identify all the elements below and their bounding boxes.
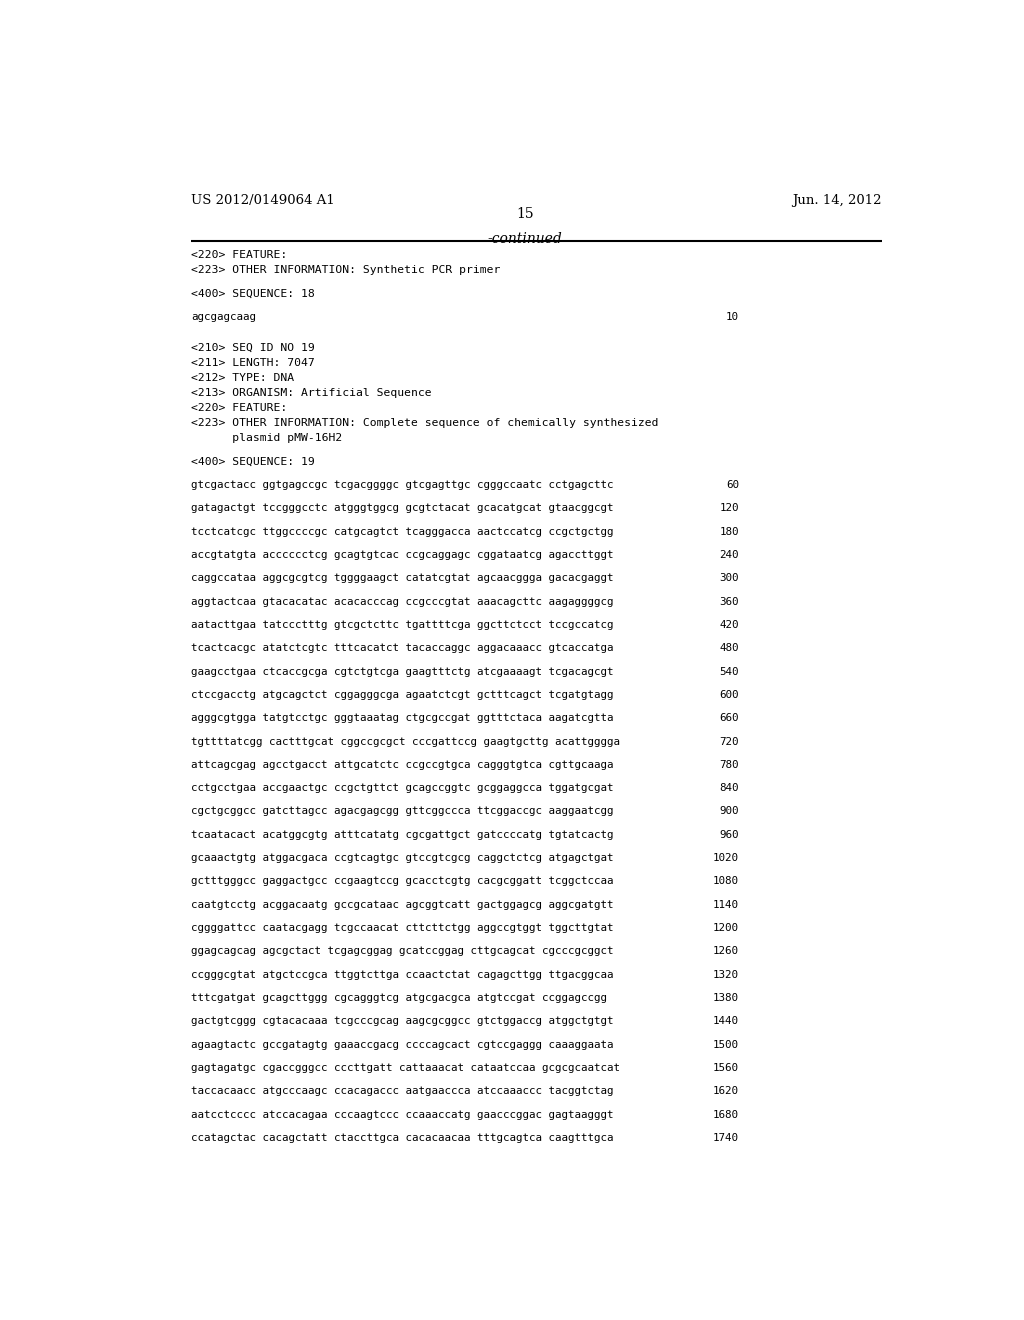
Text: 180: 180 bbox=[720, 527, 739, 537]
Text: <400> SEQUENCE: 19: <400> SEQUENCE: 19 bbox=[191, 457, 315, 467]
Text: 15: 15 bbox=[516, 207, 534, 222]
Text: tgttttatcgg cactttgcat cggccgcgct cccgattccg gaagtgcttg acattgggga: tgttttatcgg cactttgcat cggccgcgct cccgat… bbox=[191, 737, 621, 747]
Text: gatagactgt tccgggcctc atgggtggcg gcgtctacat gcacatgcat gtaacggcgt: gatagactgt tccgggcctc atgggtggcg gcgtcta… bbox=[191, 503, 614, 513]
Text: caatgtcctg acggacaatg gccgcataac agcggtcatt gactggagcg aggcgatgtt: caatgtcctg acggacaatg gccgcataac agcggtc… bbox=[191, 900, 614, 909]
Text: ccgggcgtat atgctccgca ttggtcttga ccaactctat cagagcttgg ttgacggcaa: ccgggcgtat atgctccgca ttggtcttga ccaactc… bbox=[191, 970, 614, 979]
Text: 240: 240 bbox=[720, 550, 739, 560]
Text: caggccataa aggcgcgtcg tggggaagct catatcgtat agcaacggga gacacgaggt: caggccataa aggcgcgtcg tggggaagct catatcg… bbox=[191, 573, 614, 583]
Text: taccacaacc atgcccaagc ccacagaccc aatgaaccca atccaaaccc tacggtctag: taccacaacc atgcccaagc ccacagaccc aatgaac… bbox=[191, 1086, 614, 1096]
Text: 360: 360 bbox=[720, 597, 739, 607]
Text: 1680: 1680 bbox=[713, 1110, 739, 1119]
Text: 1380: 1380 bbox=[713, 993, 739, 1003]
Text: tcctcatcgc ttggccccgc catgcagtct tcagggacca aactccatcg ccgctgctgg: tcctcatcgc ttggccccgc catgcagtct tcaggga… bbox=[191, 527, 614, 537]
Text: agcgagcaag: agcgagcaag bbox=[191, 312, 256, 322]
Text: <220> FEATURE:: <220> FEATURE: bbox=[191, 249, 288, 260]
Text: ccatagctac cacagctatt ctaccttgca cacacaacaa tttgcagtca caagtttgca: ccatagctac cacagctatt ctaccttgca cacacaa… bbox=[191, 1133, 614, 1143]
Text: <212> TYPE: DNA: <212> TYPE: DNA bbox=[191, 374, 295, 383]
Text: 1020: 1020 bbox=[713, 853, 739, 863]
Text: 300: 300 bbox=[720, 573, 739, 583]
Text: aatacttgaa tatccctttg gtcgctcttc tgattttcga ggcttctcct tccgccatcg: aatacttgaa tatccctttg gtcgctcttc tgatttt… bbox=[191, 620, 614, 630]
Text: aggtactcaa gtacacatac acacacccag ccgcccgtat aaacagcttc aagaggggcg: aggtactcaa gtacacatac acacacccag ccgcccg… bbox=[191, 597, 614, 607]
Text: agggcgtgga tatgtcctgc gggtaaatag ctgcgccgat ggtttctaca aagatcgtta: agggcgtgga tatgtcctgc gggtaaatag ctgcgcc… bbox=[191, 713, 614, 723]
Text: Jun. 14, 2012: Jun. 14, 2012 bbox=[793, 194, 882, 207]
Text: aatcctcccc atccacagaa cccaagtccc ccaaaccatg gaacccggac gagtaagggt: aatcctcccc atccacagaa cccaagtccc ccaaacc… bbox=[191, 1110, 614, 1119]
Text: ctccgacctg atgcagctct cggagggcga agaatctcgt gctttcagct tcgatgtagg: ctccgacctg atgcagctct cggagggcga agaatct… bbox=[191, 690, 614, 700]
Text: gctttgggcc gaggactgcc ccgaagtccg gcacctcgtg cacgcggatt tcggctccaa: gctttgggcc gaggactgcc ccgaagtccg gcacctc… bbox=[191, 876, 614, 887]
Text: 1560: 1560 bbox=[713, 1063, 739, 1073]
Text: 1260: 1260 bbox=[713, 946, 739, 957]
Text: attcagcgag agcctgacct attgcatctc ccgccgtgca cagggtgtca cgttgcaaga: attcagcgag agcctgacct attgcatctc ccgccgt… bbox=[191, 760, 614, 770]
Text: 540: 540 bbox=[720, 667, 739, 677]
Text: <213> ORGANISM: Artificial Sequence: <213> ORGANISM: Artificial Sequence bbox=[191, 388, 432, 399]
Text: 660: 660 bbox=[720, 713, 739, 723]
Text: <400> SEQUENCE: 18: <400> SEQUENCE: 18 bbox=[191, 288, 315, 298]
Text: 10: 10 bbox=[726, 312, 739, 322]
Text: <223> OTHER INFORMATION: Complete sequence of chemically synthesized: <223> OTHER INFORMATION: Complete sequen… bbox=[191, 418, 659, 429]
Text: tcactcacgc atatctcgtc tttcacatct tacaccaggc aggacaaacc gtcaccatga: tcactcacgc atatctcgtc tttcacatct tacacca… bbox=[191, 643, 614, 653]
Text: 840: 840 bbox=[720, 783, 739, 793]
Text: 1740: 1740 bbox=[713, 1133, 739, 1143]
Text: gtcgactacc ggtgagccgc tcgacggggc gtcgagttgc cgggccaatc cctgagcttc: gtcgactacc ggtgagccgc tcgacggggc gtcgagt… bbox=[191, 480, 614, 490]
Text: 600: 600 bbox=[720, 690, 739, 700]
Text: agaagtactc gccgatagtg gaaaccgacg ccccagcact cgtccgaggg caaaggaata: agaagtactc gccgatagtg gaaaccgacg ccccagc… bbox=[191, 1040, 614, 1049]
Text: 1440: 1440 bbox=[713, 1016, 739, 1027]
Text: 720: 720 bbox=[720, 737, 739, 747]
Text: US 2012/0149064 A1: US 2012/0149064 A1 bbox=[191, 194, 335, 207]
Text: 960: 960 bbox=[720, 830, 739, 840]
Text: gaagcctgaa ctcaccgcga cgtctgtcga gaagtttctg atcgaaaagt tcgacagcgt: gaagcctgaa ctcaccgcga cgtctgtcga gaagttt… bbox=[191, 667, 614, 677]
Text: cggggattcc caatacgagg tcgccaacat cttcttctgg aggccgtggt tggcttgtat: cggggattcc caatacgagg tcgccaacat cttcttc… bbox=[191, 923, 614, 933]
Text: cgctgcggcc gatcttagcc agacgagcgg gttcggccca ttcggaccgc aaggaatcgg: cgctgcggcc gatcttagcc agacgagcgg gttcggc… bbox=[191, 807, 614, 817]
Text: 1200: 1200 bbox=[713, 923, 739, 933]
Text: <223> OTHER INFORMATION: Synthetic PCR primer: <223> OTHER INFORMATION: Synthetic PCR p… bbox=[191, 265, 501, 275]
Text: 120: 120 bbox=[720, 503, 739, 513]
Text: 1080: 1080 bbox=[713, 876, 739, 887]
Text: 1500: 1500 bbox=[713, 1040, 739, 1049]
Text: 1620: 1620 bbox=[713, 1086, 739, 1096]
Text: 780: 780 bbox=[720, 760, 739, 770]
Text: 1320: 1320 bbox=[713, 970, 739, 979]
Text: cctgcctgaa accgaactgc ccgctgttct gcagccggtc gcggaggcca tggatgcgat: cctgcctgaa accgaactgc ccgctgttct gcagccg… bbox=[191, 783, 614, 793]
Text: accgtatgta acccccctcg gcagtgtcac ccgcaggagc cggataatcg agaccttggt: accgtatgta acccccctcg gcagtgtcac ccgcagg… bbox=[191, 550, 614, 560]
Text: tcaatacact acatggcgtg atttcatatg cgcgattgct gatccccatg tgtatcactg: tcaatacact acatggcgtg atttcatatg cgcgatt… bbox=[191, 830, 614, 840]
Text: 900: 900 bbox=[720, 807, 739, 817]
Text: 60: 60 bbox=[726, 480, 739, 490]
Text: <211> LENGTH: 7047: <211> LENGTH: 7047 bbox=[191, 358, 315, 368]
Text: gagtagatgc cgaccgggcc cccttgatt cattaaacat cataatccaa gcgcgcaatcat: gagtagatgc cgaccgggcc cccttgatt cattaaac… bbox=[191, 1063, 621, 1073]
Text: tttcgatgat gcagcttggg cgcagggtcg atgcgacgca atgtccgat ccggagccgg: tttcgatgat gcagcttggg cgcagggtcg atgcgac… bbox=[191, 993, 607, 1003]
Text: -continued: -continued bbox=[487, 231, 562, 246]
Text: 480: 480 bbox=[720, 643, 739, 653]
Text: 1140: 1140 bbox=[713, 900, 739, 909]
Text: gcaaactgtg atggacgaca ccgtcagtgc gtccgtcgcg caggctctcg atgagctgat: gcaaactgtg atggacgaca ccgtcagtgc gtccgtc… bbox=[191, 853, 614, 863]
Text: 420: 420 bbox=[720, 620, 739, 630]
Text: plasmid pMW-16H2: plasmid pMW-16H2 bbox=[191, 433, 343, 444]
Text: ggagcagcag agcgctact tcgagcggag gcatccggag cttgcagcat cgcccgcggct: ggagcagcag agcgctact tcgagcggag gcatccgg… bbox=[191, 946, 614, 957]
Text: <210> SEQ ID NO 19: <210> SEQ ID NO 19 bbox=[191, 343, 315, 354]
Text: <220> FEATURE:: <220> FEATURE: bbox=[191, 404, 288, 413]
Text: gactgtcggg cgtacacaaa tcgcccgcag aagcgcggcc gtctggaccg atggctgtgt: gactgtcggg cgtacacaaa tcgcccgcag aagcgcg… bbox=[191, 1016, 614, 1027]
